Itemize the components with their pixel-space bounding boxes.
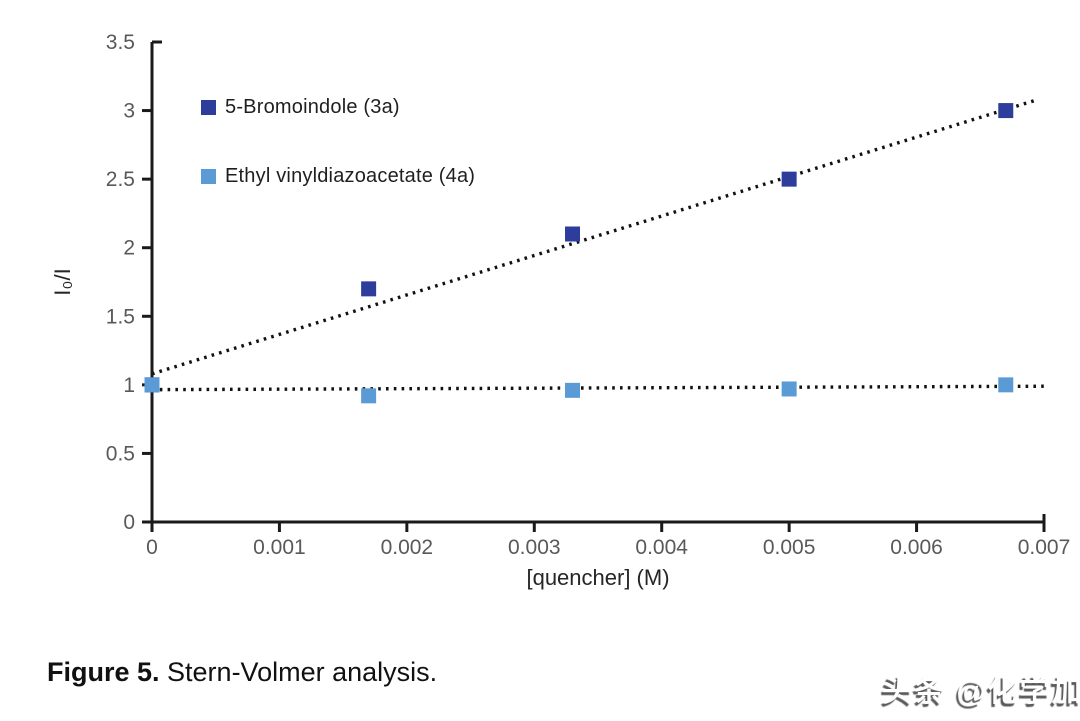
svg-text:[quencher] (M): [quencher] (M) xyxy=(526,565,669,590)
legend-item-5-bromoindole: 5-Bromoindole (3a) xyxy=(201,96,475,118)
svg-text:1.5: 1.5 xyxy=(106,305,135,328)
svg-text:3: 3 xyxy=(123,100,135,123)
figure-caption: Figure 5. Stern-Volmer analysis. xyxy=(47,657,437,688)
svg-text:0.004: 0.004 xyxy=(635,536,688,559)
svg-text:0.5: 0.5 xyxy=(106,442,135,465)
svg-text:0: 0 xyxy=(146,536,158,559)
svg-text:0.003: 0.003 xyxy=(508,536,561,559)
svg-text:0.002: 0.002 xyxy=(381,536,434,559)
svg-text:2: 2 xyxy=(123,237,135,260)
svg-text:1: 1 xyxy=(123,374,135,397)
svg-text:0.007: 0.007 xyxy=(1018,536,1071,559)
svg-text:0.005: 0.005 xyxy=(763,536,816,559)
watermark: 头条 @化学加 xyxy=(882,675,1080,708)
svg-text:2.5: 2.5 xyxy=(106,168,135,191)
figure-caption-number: Figure 5. xyxy=(47,657,160,687)
figure-caption-text: Stern-Volmer analysis. xyxy=(159,657,438,687)
svg-text:I₀/I: I₀/I xyxy=(50,268,75,295)
svg-text:0: 0 xyxy=(123,511,135,534)
svg-text:0.006: 0.006 xyxy=(890,536,943,559)
legend-swatch-light-blue-icon xyxy=(201,168,216,184)
legend-item-ethyl-vinyldiazoacetate: Ethyl vinyldiazoacetate (4a) xyxy=(201,165,475,187)
chart-legend: 5-Bromoindole (3a) Ethyl vinyldiazoaceta… xyxy=(201,96,475,234)
legend-label: Ethyl vinyldiazoacetate (4a) xyxy=(225,164,476,187)
legend-label: 5-Bromoindole (3a) xyxy=(225,95,400,118)
legend-swatch-dark-blue-icon xyxy=(201,99,216,115)
stern-volmer-chart: 0 0.5 1 1.5 2 2.5 3 3.5 0 0.001 0.002 0.003 0.004 0.0… xyxy=(50,31,1071,590)
svg-text:0.001: 0.001 xyxy=(253,536,306,559)
svg-text:3.5: 3.5 xyxy=(106,31,135,54)
